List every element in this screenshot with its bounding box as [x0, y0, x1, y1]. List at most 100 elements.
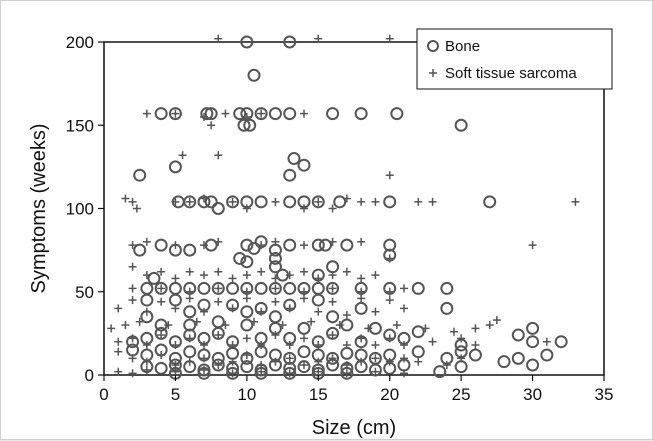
bone-point — [154, 361, 168, 375]
soft-tissue-sarcoma-point — [285, 341, 294, 350]
bone-point — [183, 195, 197, 209]
soft-tissue-sarcoma-point — [328, 297, 337, 306]
soft-tissue-sarcoma-point — [300, 109, 308, 118]
soft-tissue-sarcoma-point — [571, 197, 580, 206]
bone-point — [283, 361, 297, 375]
bone-point — [411, 345, 425, 359]
bone-point — [226, 346, 240, 360]
soft-tissue-sarcoma-point — [457, 334, 466, 343]
bone-point — [233, 107, 247, 121]
soft-tissue-sarcoma-point — [371, 367, 380, 376]
soft-tissue-sarcoma-point — [392, 321, 401, 330]
soft-tissue-sarcoma-point — [114, 337, 123, 346]
bone-point — [354, 360, 368, 374]
bone-point — [268, 260, 282, 274]
soft-tissue-sarcoma-point — [132, 204, 141, 213]
soft-tissue-sarcoma-point — [200, 271, 208, 280]
soft-tissue-sarcoma-point — [114, 367, 123, 376]
soft-tissue-sarcoma-point — [128, 284, 137, 293]
bone-point — [126, 343, 140, 357]
y-tick-label: 0 — [85, 366, 94, 385]
bone-point — [526, 335, 540, 349]
soft-tissue-sarcoma-point — [428, 197, 437, 206]
bone-point — [554, 335, 568, 349]
bone-point — [483, 195, 497, 209]
soft-tissue-sarcoma-point — [300, 294, 308, 303]
bone-point — [240, 107, 254, 121]
bone-point — [254, 331, 268, 345]
soft-tissue-sarcoma-point — [371, 271, 380, 280]
bone-point — [383, 361, 397, 375]
soft-tissue-sarcoma-point — [228, 197, 237, 206]
soft-tissue-sarcoma-point — [214, 297, 223, 306]
soft-tissue-sarcoma-point — [328, 354, 337, 363]
bone-point — [254, 107, 268, 121]
bone-point — [197, 281, 211, 295]
bone-point — [147, 271, 161, 285]
soft-tissue-sarcoma-point — [314, 34, 323, 43]
bone-point — [183, 360, 197, 374]
soft-tissue-sarcoma-point — [214, 284, 223, 293]
soft-tissue-sarcoma-point — [157, 331, 166, 340]
bone-point — [168, 358, 182, 372]
soft-tissue-sarcoma-point — [157, 284, 166, 293]
bone-point — [140, 281, 154, 295]
bone-point — [454, 345, 468, 359]
bone-point — [226, 361, 240, 375]
bone-point — [283, 107, 297, 121]
bone-point — [268, 321, 282, 335]
bone-point — [183, 305, 197, 319]
bone-point — [340, 346, 354, 360]
bone-point — [211, 326, 225, 340]
soft-tissue-sarcoma-point — [471, 324, 480, 333]
bone-point — [318, 238, 332, 252]
soft-tissue-sarcoma-point — [400, 354, 408, 363]
bone-point — [340, 318, 354, 332]
bone-point — [254, 235, 268, 249]
soft-tissue-sarcoma-point — [485, 321, 494, 330]
soft-tissue-sarcoma-point — [357, 274, 366, 283]
bone-point — [197, 195, 211, 209]
bone-point — [226, 366, 240, 380]
soft-tissue-sarcoma-point — [385, 296, 394, 305]
bone-point — [326, 358, 340, 372]
bone-point — [383, 328, 397, 342]
soft-tissue-sarcoma-point — [357, 294, 366, 303]
bone-point — [440, 301, 454, 315]
bone-point — [511, 328, 525, 342]
soft-tissue-sarcoma-point — [342, 267, 351, 276]
bone-point — [204, 238, 218, 252]
bone-point — [183, 243, 197, 257]
bone-point — [454, 360, 468, 374]
bone-point — [383, 348, 397, 362]
bone-point — [211, 358, 225, 372]
soft-tissue-sarcoma-point — [342, 311, 351, 320]
soft-tissue-sarcoma-point — [492, 316, 501, 325]
y-axis-label: Symptoms (weeks) — [28, 123, 50, 293]
bone-point — [240, 360, 254, 374]
x-axis: 0 5 10 15 20 25 30 35 — [99, 375, 613, 404]
bone-point — [411, 325, 425, 339]
bone-point — [183, 281, 197, 295]
bone-point — [154, 281, 168, 295]
y-tick-label: 200 — [66, 33, 94, 52]
bone-point — [254, 195, 268, 209]
soft-tissue-sarcoma-point — [257, 109, 266, 118]
bone-point — [283, 281, 297, 295]
bone-point — [211, 351, 225, 365]
bone-point — [354, 335, 368, 349]
bone-point — [287, 152, 301, 166]
soft-tissue-sarcoma-point — [200, 241, 208, 250]
bone-point — [526, 358, 540, 372]
bone-point — [197, 366, 211, 380]
bone-point — [240, 281, 254, 295]
soft-tissue-sarcoma-point — [135, 317, 144, 326]
legend-label-soft-tissue-sarcoma: Soft tissue sarcoma — [445, 65, 577, 82]
soft-tissue-sarcoma-point — [371, 341, 380, 350]
bone-point — [468, 348, 482, 362]
bone-point — [283, 35, 297, 49]
bone-point — [311, 348, 325, 362]
soft-tissue-sarcoma-point — [314, 367, 323, 376]
soft-tissue-sarcoma-point — [471, 341, 480, 350]
